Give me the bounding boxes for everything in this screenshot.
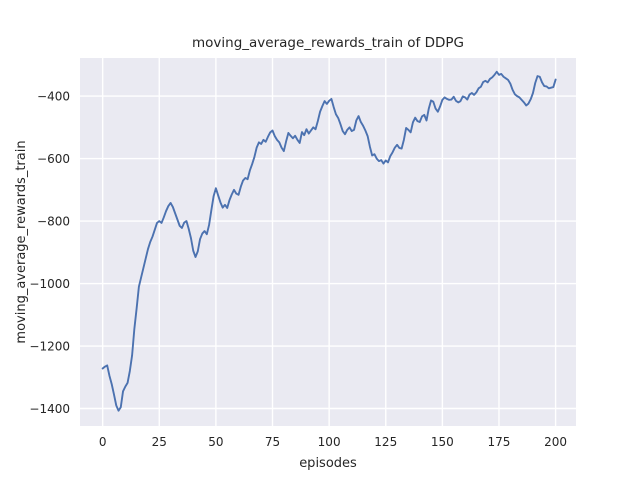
y-tick-label: −1400 <box>29 402 70 416</box>
y-axis-label: moving_average_rewards_train <box>14 140 29 343</box>
chart-title: moving_average_rewards_train of DDPG <box>192 35 464 51</box>
x-tick-label: 75 <box>265 435 280 449</box>
x-tick-label: 100 <box>318 435 341 449</box>
x-tick-label: 200 <box>544 435 567 449</box>
y-tick-label: −400 <box>37 90 70 104</box>
y-tick-labels: −1400 −1200 −1000 −800 −600 −400 <box>29 90 70 416</box>
y-tick-label: −600 <box>37 152 70 166</box>
x-tick-label: 50 <box>208 435 223 449</box>
x-tick-label: 25 <box>152 435 167 449</box>
y-tick-label: −800 <box>37 215 70 229</box>
x-tick-label: 125 <box>374 435 397 449</box>
series-line-ddpg <box>101 70 557 412</box>
x-tick-label: 150 <box>431 435 454 449</box>
x-tick-label: 0 <box>99 435 107 449</box>
x-tick-labels: 0 25 50 75 100 125 150 175 200 <box>99 435 567 449</box>
x-tick-label: 175 <box>488 435 511 449</box>
y-tick-label: −1000 <box>29 277 70 291</box>
y-tick-label: −1200 <box>29 340 70 354</box>
plot-area <box>80 58 576 426</box>
x-axis-label: episodes <box>299 456 357 471</box>
gridlines <box>80 58 576 426</box>
